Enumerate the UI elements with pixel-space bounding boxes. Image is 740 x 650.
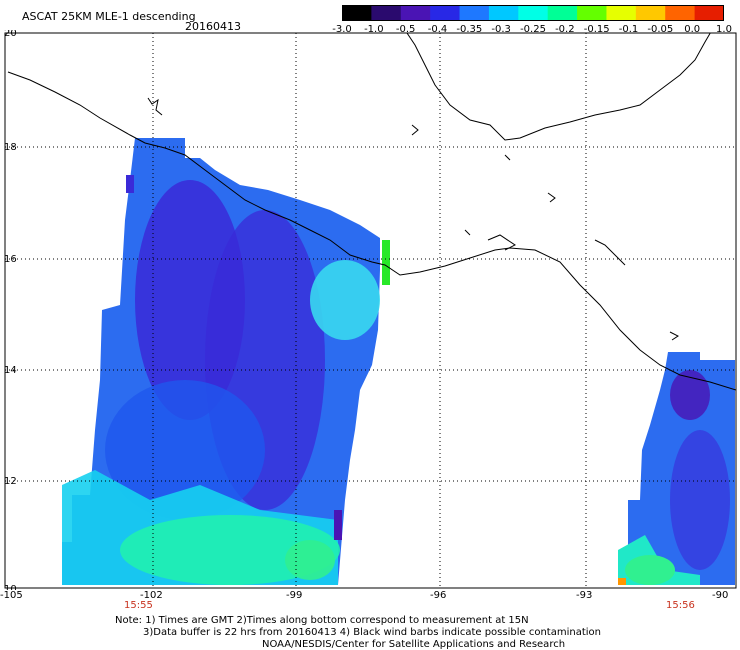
lon-label: -96 (430, 590, 447, 601)
map-panel: 20 18 16 14 12 10 (0, 28, 740, 595)
colorbar-swatch (371, 5, 402, 21)
map-title: ASCAT 25KM MLE-1 descending (22, 10, 196, 23)
swath-icon (62, 138, 390, 585)
colorbar-tick-label: -3.0 (332, 24, 352, 35)
colorbar-swatch (665, 5, 696, 21)
colorbar-tick-label: -0.15 (583, 24, 610, 35)
colorbar (342, 5, 725, 21)
map-frame (4, 32, 737, 589)
colorbar-swatch (694, 5, 725, 21)
colorbar-swatch (606, 5, 637, 21)
note-line-1: Note: 1) Times are GMT 2)Times along bot… (115, 615, 529, 626)
colorbar-labels: -3.0 -1.0 -0.5 -0.4 -0.35 -0.3 -0.25 -0.2 -0.15-… (330, 24, 740, 38)
map-date: 20160413 (185, 20, 241, 33)
coastline-icon (7, 33, 736, 391)
lon-label: -105 (0, 590, 23, 601)
swath-time: 15:56 (666, 600, 695, 611)
colorbar-swatches (342, 5, 725, 21)
colorbar-swatch (459, 5, 490, 21)
lon-label: -102 (140, 590, 163, 601)
colorbar-swatch (547, 5, 578, 21)
colorbar-tick-label: -0.25 (520, 24, 546, 35)
lat-label: 10 (4, 584, 17, 590)
colorbar-tick-label: 0.0 (684, 24, 701, 35)
colorbar-swatch (488, 5, 519, 21)
swath-icon (618, 352, 735, 585)
colorbar-tick-label: -0.2 (555, 24, 575, 35)
lat-label: 16 (4, 254, 17, 265)
note-line-3: NOAA/NESDIS/Center for Satellite Applica… (262, 639, 566, 650)
colorbar-tick-label: -0.05 (647, 24, 674, 35)
colorbar-swatch (635, 5, 666, 21)
note-line-2: 3)Data buffer is 22 hrs from 20160413 4)… (143, 627, 601, 638)
colorbar-tick-label: -0.5 (395, 24, 416, 35)
lat-label: 12 (4, 476, 17, 487)
colorbar-tick-label: -0.3 (491, 24, 511, 35)
lon-label: -90 (712, 590, 729, 601)
map-canvas: 20 18 16 14 12 10 (4, 28, 737, 595)
colorbar-tick-label: -0.1 (618, 24, 639, 35)
colorbar-tick-label: -0.35 (456, 24, 483, 35)
colorbar-swatch (430, 5, 461, 21)
colorbar-tick-label: -0.4 (427, 24, 448, 35)
lon-label: -93 (576, 590, 593, 601)
colorbar-tick-label: 1.0 (716, 24, 732, 35)
swath-time: 15:55 (124, 600, 153, 611)
colorbar-swatch (518, 5, 549, 21)
colorbar-swatch (342, 5, 372, 21)
colorbar-swatch (400, 5, 431, 21)
lat-label: 18 (4, 142, 17, 153)
lon-label: -99 (286, 590, 303, 601)
colorbar-tick-label: -1.0 (364, 24, 384, 35)
colorbar-swatch (577, 5, 607, 21)
graticule (5, 33, 736, 588)
lat-label: 14 (4, 365, 17, 376)
lat-label: 20 (4, 30, 17, 39)
